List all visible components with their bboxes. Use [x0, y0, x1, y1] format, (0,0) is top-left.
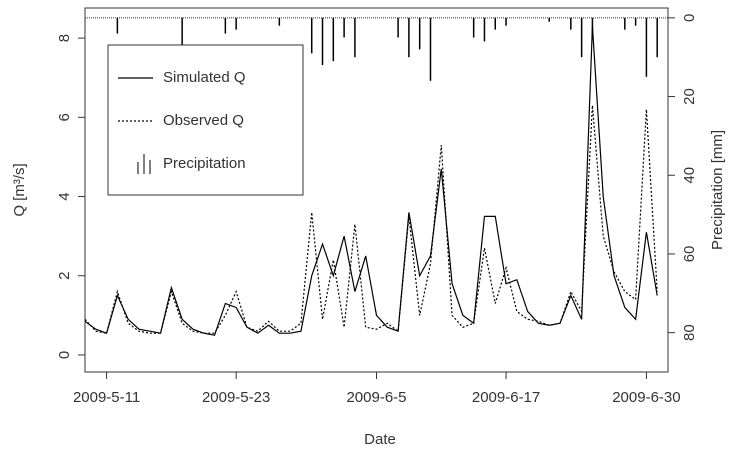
x-axis-title: Date: [364, 431, 396, 448]
y2-tick-label: 0: [681, 14, 698, 22]
y-tick-label: 2: [56, 272, 73, 280]
y-tick-label: 8: [56, 34, 73, 42]
y-tick-label: 6: [56, 113, 73, 121]
legend-label: Simulated Q: [163, 69, 246, 86]
y-tick-label: 4: [56, 192, 73, 200]
y2-tick-label: 80: [681, 324, 698, 341]
x-tick-label: 2009-6-5: [346, 389, 406, 406]
x-tick-label: 2009-6-30: [612, 389, 680, 406]
legend-label: Precipitation: [163, 155, 246, 172]
series-line: [84, 105, 658, 334]
y2-tick-label: 60: [681, 246, 698, 263]
legend-label: Observed Q: [163, 112, 244, 129]
series-line: [84, 26, 658, 336]
y2-axis-title: Precipitation [mm]: [709, 130, 726, 250]
y2-tick-label: 20: [681, 88, 698, 105]
y-tick-label: 0: [56, 351, 73, 359]
legend-box: [107, 44, 304, 196]
x-tick-label: 2009-6-17: [472, 389, 540, 406]
x-tick-label: 2009-5-23: [202, 389, 270, 406]
x-tick-label: 2009-5-11: [73, 389, 140, 406]
y-axis-title: Q [m³/s]: [11, 163, 28, 216]
y2-tick-label: 40: [681, 167, 698, 184]
